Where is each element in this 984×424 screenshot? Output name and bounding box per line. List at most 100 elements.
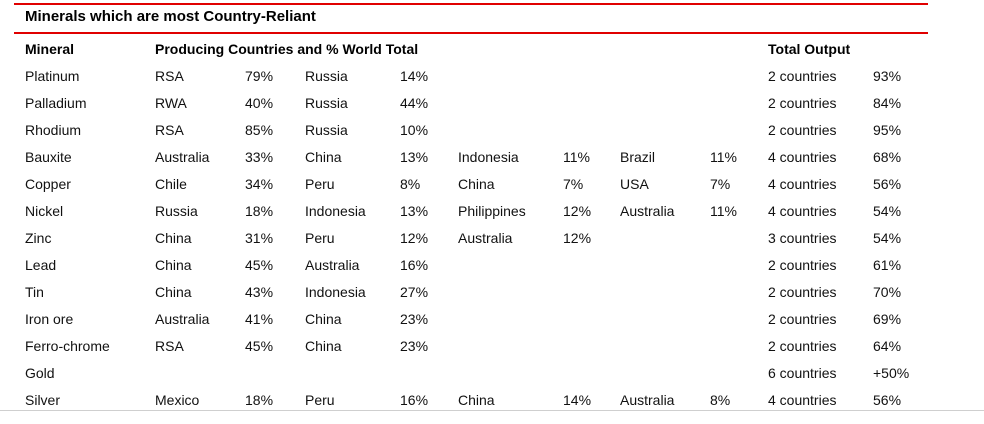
percent-1-cell: 45% [245,256,274,273]
percent-1-cell: 40% [245,94,274,111]
percent-2-cell: 8% [400,175,421,192]
country-1-cell: China [155,256,192,273]
countries-count-cell: 4 countries [768,175,837,192]
mineral-cell: Lead [25,256,57,273]
percent-1-cell: 85% [245,121,274,138]
percent-1-cell: 79% [245,67,274,84]
total-percent-cell: 54% [873,202,902,219]
mineral-cell: Gold [25,364,55,381]
percent-3-cell: 14% [563,391,592,408]
mineral-cell: Platinum [25,67,80,84]
total-percent-cell: 68% [873,148,902,165]
country-2-cell: China [305,148,342,165]
percent-2-cell: 14% [400,67,429,84]
percent-1-cell: 18% [245,391,274,408]
countries-count-cell: 2 countries [768,337,837,354]
percent-2-cell: 13% [400,148,429,165]
percent-2-cell: 23% [400,337,429,354]
country-1-cell: RWA [155,94,187,111]
country-2-cell: Peru [305,391,335,408]
country-2-cell: Peru [305,175,335,192]
mineral-cell: Silver [25,391,61,408]
country-2-cell: Peru [305,229,335,246]
percent-1-cell: 41% [245,310,274,327]
country-1-cell: RSA [155,337,184,354]
total-percent-cell: 69% [873,310,902,327]
percent-2-cell: 23% [400,310,429,327]
table-row: Tin China 43% Indonesia 27% 2 countries … [25,278,923,305]
country-1-cell: Chile [155,175,187,192]
country-2-cell: Russia [305,67,348,84]
country-1-cell: Australia [155,310,210,327]
countries-count-cell: 2 countries [768,310,837,327]
total-percent-cell: 84% [873,94,902,111]
countries-count-cell: 4 countries [768,148,837,165]
percent-1-cell: 33% [245,148,274,165]
country-2-cell: Australia [305,256,360,273]
country-4-cell: Brazil [620,148,656,165]
countries-count-cell: 2 countries [768,121,837,138]
mineral-cell: Copper [25,175,71,192]
percent-1-cell: 31% [245,229,274,246]
countries-count-cell: 3 countries [768,229,837,246]
total-percent-cell: 56% [873,391,902,408]
percent-2-cell: 27% [400,283,429,300]
countries-count-cell: 4 countries [768,391,837,408]
country-1-cell: Mexico [155,391,200,408]
total-percent-cell: +50% [873,364,910,381]
country-2-cell: Indonesia [305,283,366,300]
countries-count-cell: 2 countries [768,256,837,273]
table-row: Zinc China 31% Peru 12% Australia 12% 3 … [25,224,923,251]
table-row: Silver Mexico 18% Peru 16% China 14% Aus… [25,386,923,413]
country-1-cell: RSA [155,67,184,84]
top-red-rule [14,3,928,5]
page-title: Minerals which are most Country-Reliant [25,8,316,25]
table-row: Copper Chile 34% Peru 8% China 7% USA 7%… [25,170,923,197]
mineral-cell: Zinc [25,229,52,246]
column-header-mineral: Mineral [25,40,75,57]
mineral-cell: Palladium [25,94,87,111]
percent-1-cell: 43% [245,283,274,300]
country-1-cell: RSA [155,121,184,138]
percent-3-cell: 12% [563,202,592,219]
percent-2-cell: 10% [400,121,429,138]
country-4-cell: USA [620,175,649,192]
country-3-cell: Philippines [458,202,526,219]
country-3-cell: China [458,175,495,192]
table-row: Ferro-chrome RSA 45% China 23% 2 countri… [25,332,923,359]
country-4-cell: Australia [620,202,675,219]
percent-2-cell: 12% [400,229,429,246]
percent-2-cell: 13% [400,202,429,219]
table-row: Bauxite Australia 33% China 13% Indonesi… [25,143,923,170]
total-percent-cell: 64% [873,337,902,354]
percent-2-cell: 44% [400,94,429,111]
total-percent-cell: 93% [873,67,902,84]
country-3-cell: China [458,391,495,408]
table-row: Palladium RWA 40% Russia 44% 2 countries… [25,89,923,116]
percent-2-cell: 16% [400,256,429,273]
country-2-cell: Russia [305,94,348,111]
country-3-cell: Australia [458,229,513,246]
percent-3-cell: 12% [563,229,592,246]
total-percent-cell: 56% [873,175,902,192]
percent-3-cell: 11% [563,148,590,165]
title-underline-red-rule [14,32,928,34]
percent-4-cell: 11% [710,148,737,165]
table-row: Iron ore Australia 41% China 23% 2 count… [25,305,923,332]
mineral-cell: Ferro-chrome [25,337,110,354]
countries-count-cell: 2 countries [768,94,837,111]
column-header-total-output: Total Output [768,40,851,57]
table-header-row: Mineral Producing Countries and % World … [25,35,923,62]
column-header-producing-countries: Producing Countries and % World Total [155,40,419,57]
percent-4-cell: 8% [710,391,731,408]
country-2-cell: China [305,337,342,354]
mineral-cell: Nickel [25,202,64,219]
country-1-cell: Australia [155,148,210,165]
table-row: Lead China 45% Australia 16% 2 countries… [25,251,923,278]
countries-count-cell: 6 countries [768,364,837,381]
mineral-cell: Rhodium [25,121,82,138]
percent-1-cell: 34% [245,175,274,192]
percent-3-cell: 7% [563,175,584,192]
countries-count-cell: 2 countries [768,67,837,84]
